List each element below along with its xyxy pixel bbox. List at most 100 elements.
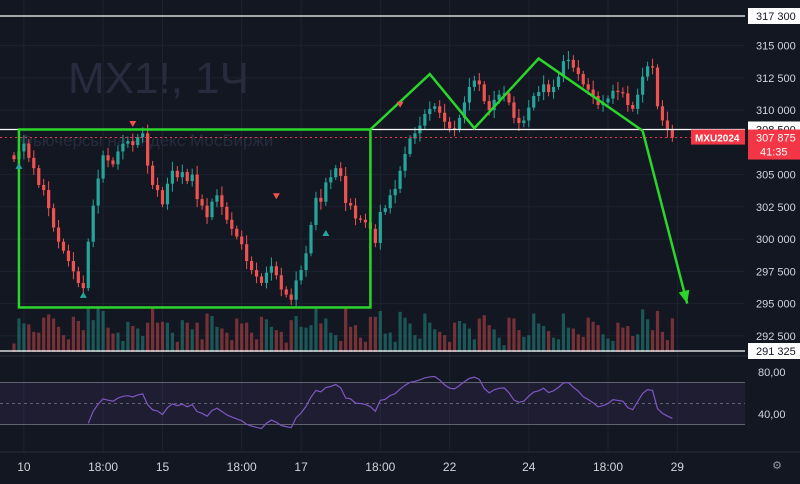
candle-body — [160, 190, 165, 205]
candle-body — [32, 157, 36, 169]
price-tick-label: 297 500 — [756, 266, 796, 278]
candle-body — [240, 236, 244, 245]
volume-bar — [601, 334, 605, 352]
candle-body — [542, 84, 546, 93]
volume-bar — [111, 333, 115, 352]
volume-bar — [220, 328, 224, 352]
volume-bar — [611, 341, 615, 352]
price-axis[interactable]: 315 000 312 500 310 000 305 000 302 500 300 0… — [691, 8, 800, 421]
volume-bar — [314, 307, 318, 352]
candle-body — [146, 133, 150, 166]
volume-bar — [254, 339, 259, 352]
candle-body — [606, 98, 610, 103]
candle-body — [616, 90, 620, 93]
volume-bar — [175, 341, 179, 352]
rsi-tick-label: 80,00 — [758, 367, 786, 379]
candle-body — [131, 141, 135, 145]
candle-body — [12, 155, 16, 160]
candle-body — [428, 108, 432, 115]
candle-body — [185, 172, 189, 182]
candle-body — [284, 289, 288, 295]
candle-body — [71, 261, 75, 272]
volume-bar — [37, 332, 41, 352]
range-box[interactable] — [17, 128, 372, 309]
volume-bar — [205, 313, 209, 352]
candle-body — [581, 74, 585, 85]
volume-bar — [378, 311, 382, 352]
volume-bar — [116, 332, 120, 352]
time-tick-label: 17 — [294, 460, 308, 474]
sell-signal-marker — [272, 193, 280, 200]
volume-bar — [339, 341, 343, 352]
volume-bar — [368, 316, 372, 352]
rsi-line — [87, 375, 673, 430]
volume-bar — [47, 314, 51, 352]
volume-bar — [225, 332, 229, 352]
drawing-annotations[interactable] — [17, 56, 690, 309]
volume-bar — [329, 332, 333, 352]
volume-bar — [527, 335, 531, 352]
volume-bar — [566, 327, 570, 352]
time-tick-label: 22 — [443, 460, 457, 474]
volume-bar — [284, 342, 288, 352]
candle-body — [314, 197, 318, 225]
volume-bar — [477, 318, 481, 352]
double-top-pattern[interactable] — [369, 56, 644, 132]
candle-body — [472, 80, 476, 87]
candle-body — [443, 112, 447, 122]
volume-bar — [17, 318, 21, 352]
volume-bar — [269, 326, 273, 352]
volume-bar — [66, 339, 71, 352]
level-price-tag[interactable] — [748, 8, 800, 24]
volume-bar — [299, 326, 303, 352]
candle-body — [76, 271, 80, 283]
candle-body — [566, 59, 570, 62]
candlestick-series — [12, 50, 674, 308]
volume-bar — [86, 308, 90, 352]
time-axis[interactable]: 10 18:00 15 18:00 17 18:00 22 24 18:00 29 — [0, 451, 800, 474]
volume-bar — [532, 313, 536, 352]
gear-icon[interactable]: ⚙ — [772, 460, 782, 472]
candle-body — [477, 80, 481, 85]
volume-bar — [373, 316, 377, 352]
volume-bar — [76, 321, 80, 352]
rsi-tick-label: 40,00 — [758, 409, 786, 421]
volume-bar — [344, 307, 348, 352]
candle-body — [165, 183, 170, 205]
volume-bar — [180, 320, 184, 352]
volume-bar — [215, 326, 219, 352]
volume-bar — [621, 327, 625, 352]
volume-bar — [631, 336, 635, 352]
volume-bar — [294, 316, 298, 352]
candle-body — [363, 219, 368, 223]
time-tick-label: 18:00 — [593, 460, 623, 474]
candle-body — [225, 206, 229, 220]
volume-bar — [452, 322, 457, 352]
candle-body — [27, 143, 31, 158]
price-tick-label: 295 000 — [756, 299, 796, 311]
price-tick-label: 312 500 — [756, 73, 796, 85]
time-tick-label: 10 — [17, 460, 31, 474]
candle-body — [210, 201, 214, 218]
volume-bar — [245, 322, 249, 352]
candle-body — [556, 76, 561, 87]
candle-body — [344, 175, 348, 204]
horizontal-levels[interactable] — [0, 15, 745, 352]
volume-bars — [12, 307, 674, 352]
level-price-tag[interactable] — [748, 343, 800, 359]
time-tick-label: 24 — [522, 460, 536, 474]
volume-bar — [200, 339, 204, 352]
candle-body — [329, 177, 333, 183]
volume-bar — [650, 330, 655, 352]
candle-body — [136, 137, 140, 145]
forecast-arrow[interactable] — [641, 130, 689, 304]
volume-bar — [274, 330, 278, 352]
volume-bar — [151, 308, 155, 352]
volume-bar — [264, 319, 269, 352]
volume-bar — [101, 311, 105, 352]
volume-bar — [596, 325, 600, 352]
candle-body — [121, 143, 125, 152]
volume-bar — [626, 326, 630, 352]
rsi-indicator-pane[interactable] — [0, 355, 800, 430]
